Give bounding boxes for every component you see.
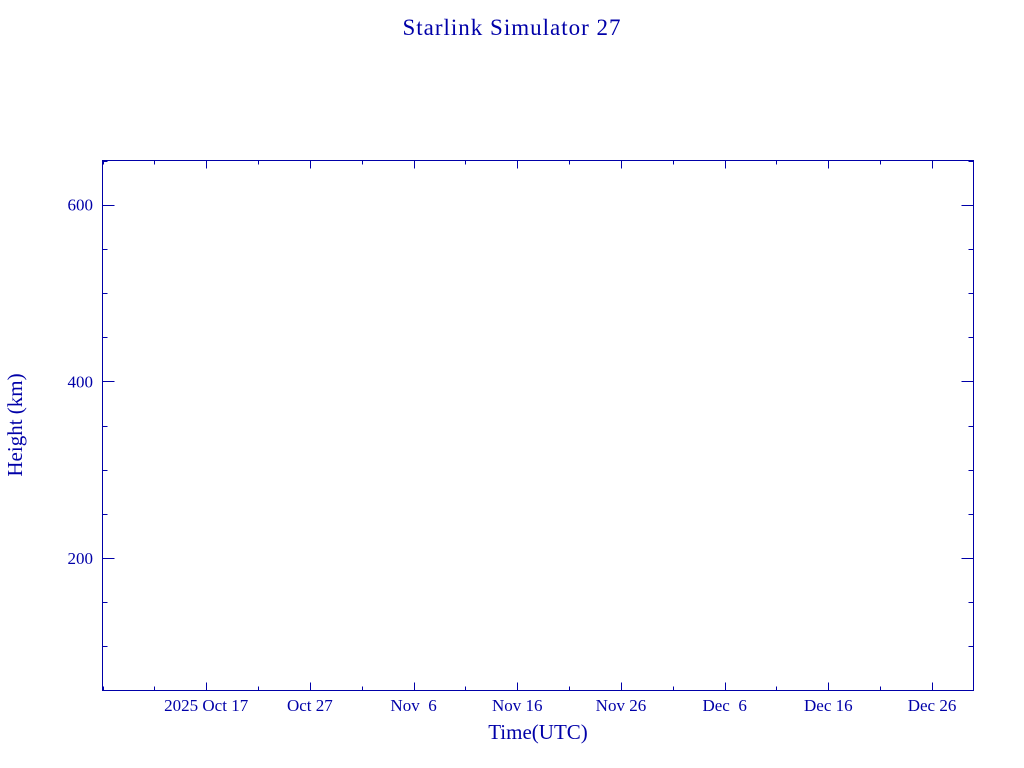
- x-tick-label: Dec 16: [804, 696, 853, 715]
- y-tick-label: 200: [68, 549, 94, 568]
- x-tick-label: Nov 26: [596, 696, 647, 715]
- x-tick-label: Dec 6: [702, 696, 746, 715]
- x-axis-label: Time(UTC): [488, 720, 588, 744]
- x-tick-label: 2025 Oct 17: [164, 696, 249, 715]
- x-tick-label: Oct 27: [287, 696, 333, 715]
- y-axis-label: Height (km): [3, 373, 27, 476]
- y-tick-label: 400: [68, 372, 94, 391]
- y-tick-label: 600: [68, 196, 94, 215]
- x-tick-label: Nov 16: [492, 696, 543, 715]
- chart-title: Starlink Simulator 27: [402, 15, 622, 40]
- x-tick-label: Dec 26: [908, 696, 957, 715]
- plot-frame: [102, 160, 974, 691]
- tick-labels: 2025 Oct 17 Oct 27 Nov 6 Nov 16 Nov 26 Dec 6 D…: [68, 196, 957, 715]
- x-tick-label: Nov 6: [390, 696, 436, 715]
- tick-marks: [102, 160, 974, 691]
